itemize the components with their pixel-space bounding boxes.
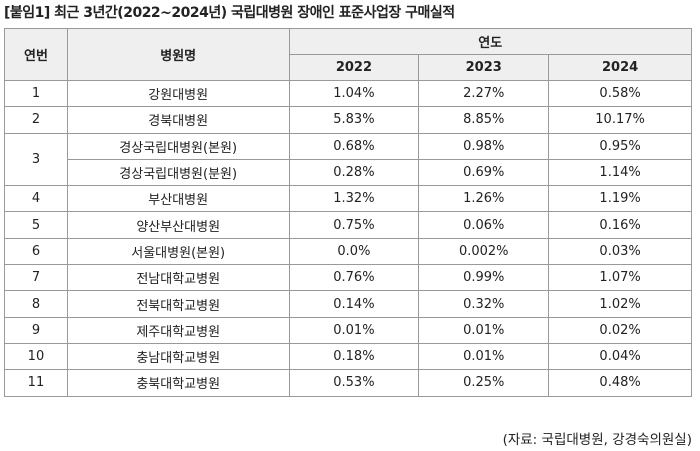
value-cell: 0.69% bbox=[418, 158, 550, 187]
hospital-name: 충북대학교병원 bbox=[66, 369, 290, 397]
header-row: 2022 2023 2024 bbox=[5, 54, 692, 81]
table-row: 경상국립대병원(분원) 0.28% 0.69% 1.14% bbox=[5, 158, 692, 187]
hospital-name: 전남대학교병원 bbox=[66, 264, 290, 292]
row-number: 6 bbox=[4, 237, 68, 266]
value-cell: 0.25% bbox=[418, 369, 550, 397]
value-cell: 0.75% bbox=[288, 211, 420, 239]
row-number: 8 bbox=[4, 290, 68, 318]
value-cell: 0.04% bbox=[548, 342, 692, 371]
hospital-name: 서울대병원(본원) bbox=[66, 237, 290, 266]
source-note: (자료: 국립대병원, 강경숙의원실) bbox=[502, 432, 692, 448]
header-cell: 연번 bbox=[4, 28, 68, 81]
value-cell: 0.95% bbox=[548, 132, 692, 160]
row-number: 2 bbox=[4, 106, 68, 134]
value-cell: 0.28% bbox=[288, 158, 420, 187]
hospital-name: 양산부산대병원 bbox=[66, 211, 290, 239]
value-cell: 0.0% bbox=[288, 237, 420, 266]
table-row: 5 양산부산대병원 0.75% 0.06% 0.16% bbox=[4, 211, 692, 239]
value-cell: 0.01% bbox=[288, 316, 420, 344]
table-row: 1 강원대병원 1.04% 2.27% 0.58% bbox=[4, 79, 692, 108]
table-row: 8 전북대학교병원 0.14% 0.32% 1.02% bbox=[4, 290, 692, 318]
value-cell: 0.53% bbox=[288, 369, 420, 397]
table-row: 4 부산대병원 1.32% 1.26% 1.19% bbox=[4, 185, 692, 213]
value-cell: 2.27% bbox=[418, 79, 550, 108]
value-cell: 0.01% bbox=[418, 316, 550, 344]
header-cell: 2023 bbox=[418, 54, 550, 81]
row-number: 4 bbox=[4, 185, 68, 213]
header-cell: 연도 bbox=[288, 28, 692, 55]
value-cell: 5.83% bbox=[288, 106, 420, 134]
table-row: 11 충북대학교병원 0.53% 0.25% 0.48% bbox=[4, 369, 692, 397]
value-cell: 0.01% bbox=[418, 342, 550, 371]
table-row: 7 전남대학교병원 0.76% 0.99% 1.07% bbox=[4, 264, 692, 292]
value-cell: 0.02% bbox=[548, 316, 692, 344]
table-row: 3 경상국립대병원(본원) 0.68% 0.98% 0.95% bbox=[4, 132, 692, 187]
value-cell: 1.14% bbox=[548, 158, 692, 187]
value-cell: 0.18% bbox=[288, 342, 420, 371]
value-cell: 1.26% bbox=[418, 185, 550, 213]
row-number: 1 bbox=[4, 79, 68, 108]
table-row: 10 충남대학교병원 0.18% 0.01% 0.04% bbox=[4, 342, 692, 371]
table-body: 1 강원대병원 1.04% 2.27% 0.58% 2 경북대병원 5.83% 8.85% 10.… bbox=[4, 79, 692, 397]
value-cell: 1.19% bbox=[548, 185, 692, 213]
table-row: 2 경북대병원 5.83% 8.85% 10.17% bbox=[4, 106, 692, 134]
value-cell: 0.98% bbox=[418, 132, 550, 160]
table-head: 연번 병원명 연도 2022 2023 2024 bbox=[4, 28, 692, 81]
hospital-name: 전북대학교병원 bbox=[66, 290, 290, 318]
value-cell: 1.02% bbox=[548, 290, 692, 318]
value-cell: 0.002% bbox=[418, 237, 550, 266]
value-cell: 0.06% bbox=[418, 211, 550, 239]
value-cell: 0.48% bbox=[548, 369, 692, 397]
value-cell: 0.76% bbox=[288, 264, 420, 292]
hospital-name: 경상국립대병원(본원) bbox=[66, 132, 290, 160]
value-cell: 0.99% bbox=[418, 264, 550, 292]
value-cell: 0.32% bbox=[418, 290, 550, 318]
hospital-name: 제주대학교병원 bbox=[66, 316, 290, 344]
header-cell: 2024 bbox=[548, 54, 692, 81]
table-row: 9 제주대학교병원 0.01% 0.01% 0.02% bbox=[4, 316, 692, 344]
header-cell: 병원명 bbox=[66, 28, 290, 81]
row-number: 7 bbox=[4, 264, 68, 292]
title: [붙임1] 최근 3년간(2022~2024년) 국립대병원 장애인 표준사업장… bbox=[4, 5, 455, 21]
value-cell: 10.17% bbox=[548, 106, 692, 134]
table: 연번 병원명 연도 2022 2023 2024 1 강원대병원 1.04% 2.27% 0… bbox=[4, 28, 692, 397]
value-cell: 0.14% bbox=[288, 290, 420, 318]
hospital-name: 경상국립대병원(분원) bbox=[66, 158, 290, 187]
header-cell: 2022 bbox=[288, 54, 420, 81]
row-number: 5 bbox=[4, 211, 68, 239]
row-number: 9 bbox=[4, 316, 68, 344]
row-number: 11 bbox=[4, 369, 68, 397]
value-cell: 0.68% bbox=[288, 132, 420, 160]
row-number: 10 bbox=[4, 342, 68, 371]
value-cell: 1.04% bbox=[288, 79, 420, 108]
value-cell: 1.07% bbox=[548, 264, 692, 292]
value-cell: 8.85% bbox=[418, 106, 550, 134]
value-cell: 0.03% bbox=[548, 237, 692, 266]
value-cell: 0.58% bbox=[548, 79, 692, 108]
value-cell: 0.16% bbox=[548, 211, 692, 239]
hospital-name: 부산대병원 bbox=[66, 185, 290, 213]
table-row: 6 서울대병원(본원) 0.0% 0.002% 0.03% bbox=[4, 237, 692, 266]
header-row: 연번 병원명 연도 bbox=[4, 28, 692, 81]
row-number: 3 bbox=[4, 132, 68, 187]
hospital-name: 충남대학교병원 bbox=[66, 342, 290, 371]
hospital-name: 강원대병원 bbox=[66, 79, 290, 108]
hospital-name: 경북대병원 bbox=[66, 106, 290, 134]
value-cell: 1.32% bbox=[288, 185, 420, 213]
